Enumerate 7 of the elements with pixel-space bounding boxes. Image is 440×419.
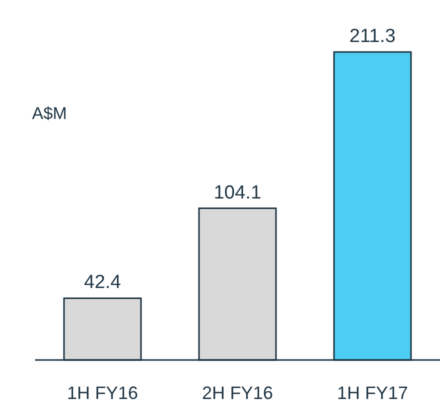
x-tick-label: 2H FY16: [202, 382, 274, 403]
x-tick-label: 1H FY16: [66, 382, 138, 403]
y-axis-title: A$M: [32, 104, 67, 124]
x-tick-label: 1H FY17: [336, 382, 408, 403]
data-label: 42.4: [84, 272, 122, 294]
data-label: 104.1: [214, 182, 262, 204]
data-label: 211.3: [349, 26, 396, 47]
